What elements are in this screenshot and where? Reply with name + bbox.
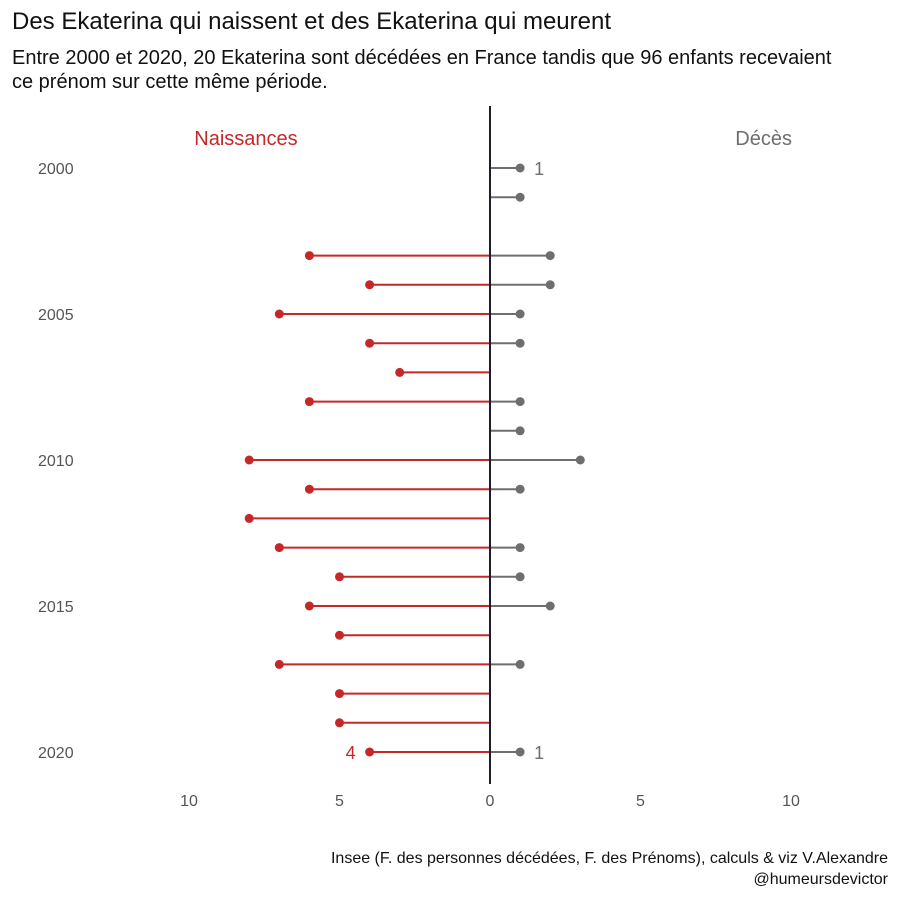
deces-point <box>545 601 555 611</box>
deces-point <box>515 163 525 173</box>
deces-point <box>545 280 555 290</box>
naissances-point <box>304 397 314 407</box>
naissances-point <box>304 251 314 261</box>
naissances-point <box>274 543 284 553</box>
naissances-point <box>244 455 254 465</box>
axis-ticks: 2000 2005 2010 2015 2020 10 5 0 5 10 <box>38 161 800 810</box>
x-tick-label: 0 <box>486 793 495 810</box>
naissances-point <box>335 689 344 699</box>
deces-point <box>515 338 525 348</box>
deces-point <box>515 543 525 553</box>
deces-point <box>515 659 525 669</box>
y-tick-label: 2015 <box>38 599 74 616</box>
deces-point <box>515 192 525 202</box>
value-label: 1 <box>534 743 544 763</box>
lollipop-lines <box>249 167 581 753</box>
deces-point <box>515 426 525 436</box>
naissances-point <box>335 572 344 582</box>
y-tick-label: 2005 <box>38 307 74 324</box>
deces-point <box>515 747 525 757</box>
chart-caption: Insee (F. des personnes décédées, F. des… <box>330 850 888 888</box>
legend: Naissances Décès <box>194 128 792 150</box>
chart-subtitle: Entre 2000 et 2020, 20 Ekaterina sont dé… <box>12 47 832 93</box>
x-tick-label: 10 <box>180 793 198 810</box>
deces-point <box>515 309 525 319</box>
deces-point <box>515 572 525 582</box>
naissances-point <box>395 367 405 377</box>
value-labels: 1 4 1 <box>346 159 545 763</box>
x-tick-label: 10 <box>782 793 800 810</box>
y-tick-label: 2020 <box>38 745 74 762</box>
y-tick-label: 2010 <box>38 453 74 470</box>
naissances-point <box>274 659 284 669</box>
x-tick-label: 5 <box>636 793 645 810</box>
naissances-point <box>304 601 314 611</box>
y-tick-label: 2000 <box>38 161 74 178</box>
deces-point <box>515 484 525 494</box>
value-label: 4 <box>346 743 356 763</box>
chart-title: Des Ekaterina qui naissent et des Ekater… <box>12 8 612 35</box>
value-label: 1 <box>534 159 544 179</box>
deces-point <box>575 455 585 465</box>
naissances-point <box>335 718 344 728</box>
legend-naissances: Naissances <box>194 128 297 150</box>
x-tick-label: 5 <box>335 793 344 810</box>
naissances-point <box>365 338 375 348</box>
deces-point <box>515 397 525 407</box>
naissances-point <box>365 747 375 757</box>
naissances-point <box>365 280 375 290</box>
naissances-point <box>244 513 254 523</box>
naissances-point <box>274 309 284 319</box>
naissances-point <box>304 484 314 494</box>
lollipop-dots <box>244 163 585 757</box>
deces-point <box>545 251 555 261</box>
legend-deces: Décès <box>735 128 792 150</box>
naissances-point <box>335 630 344 640</box>
